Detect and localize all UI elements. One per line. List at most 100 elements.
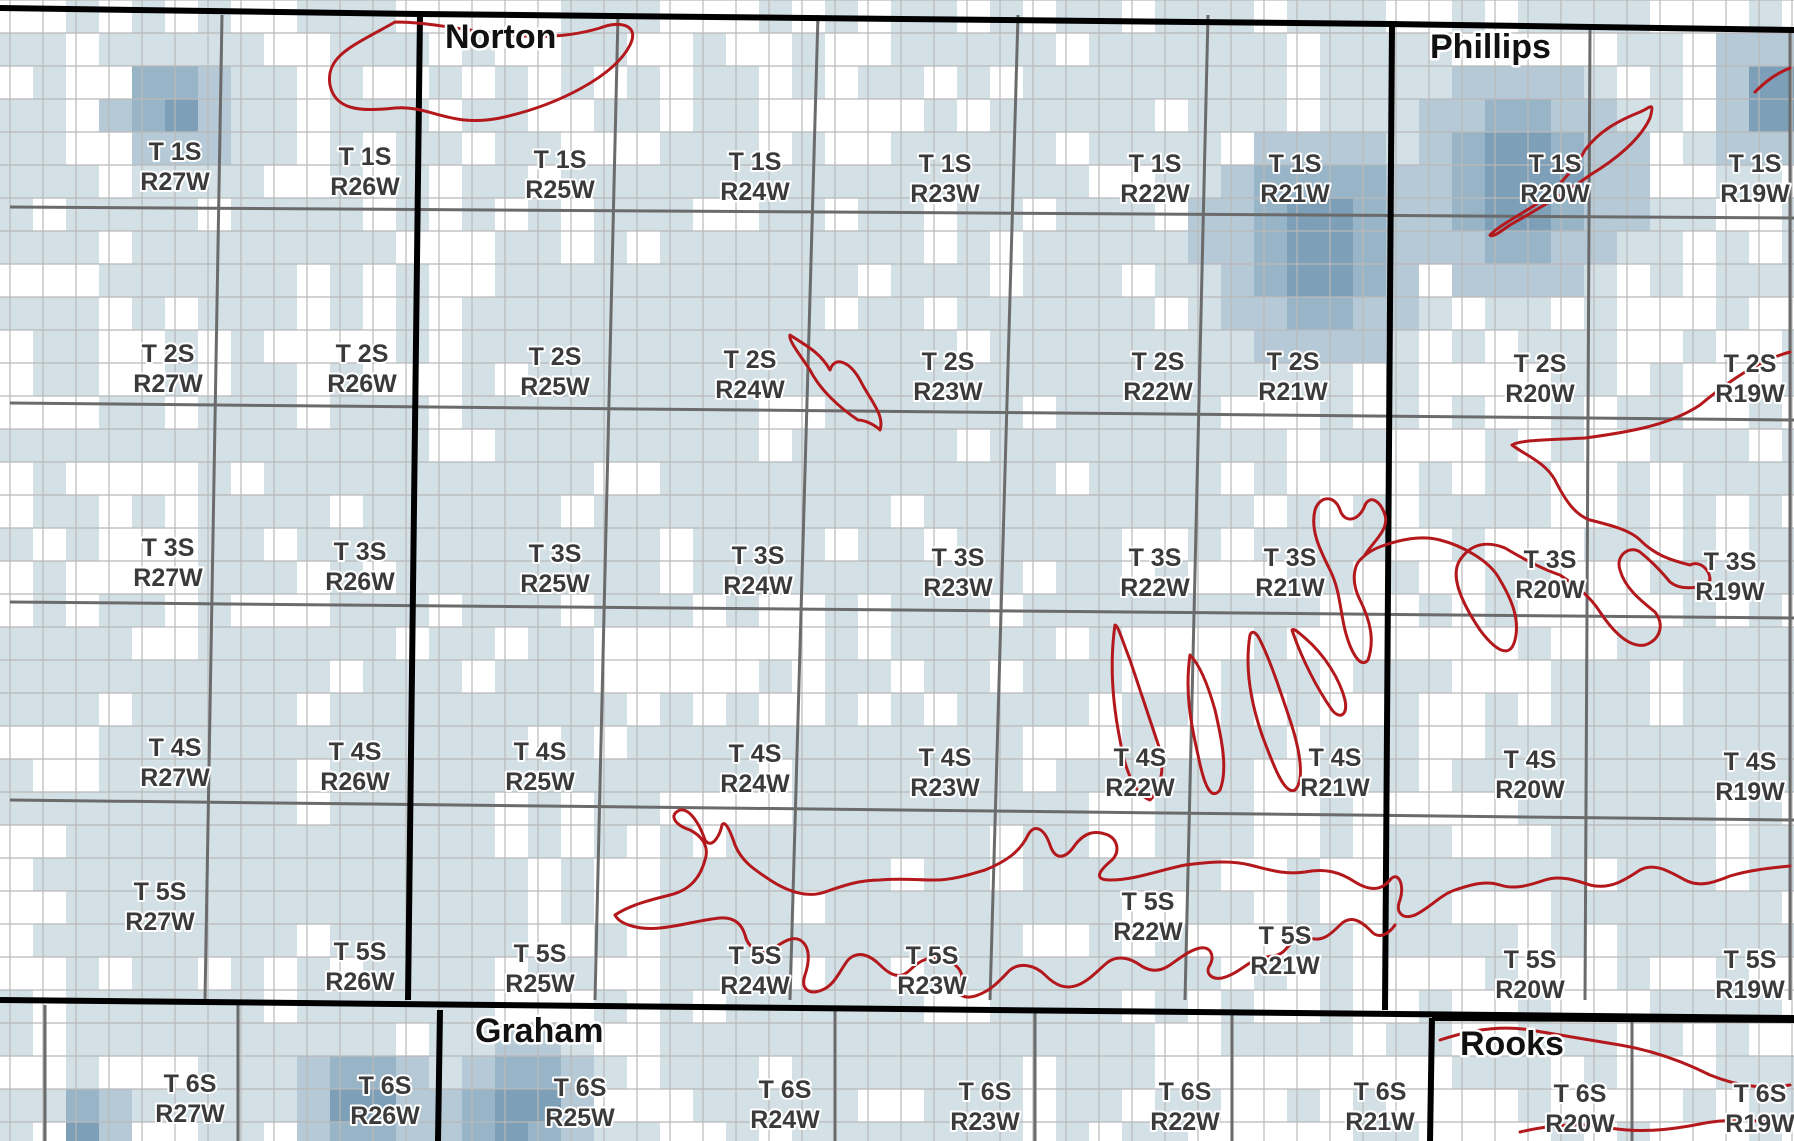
section-cell bbox=[660, 1023, 693, 1056]
section-cell bbox=[891, 693, 924, 726]
section-cell bbox=[825, 825, 858, 858]
contour-line bbox=[1290, 628, 1348, 717]
section-cell bbox=[1056, 264, 1089, 297]
section-cell bbox=[1518, 726, 1551, 759]
section-cell bbox=[1485, 726, 1518, 759]
section-cell bbox=[0, 33, 33, 66]
section-cell bbox=[264, 495, 297, 528]
section-cell bbox=[132, 231, 165, 264]
section-cell bbox=[1650, 198, 1683, 231]
section-cell bbox=[1716, 165, 1749, 198]
township-label: T 3S bbox=[1264, 544, 1317, 572]
section-cell bbox=[1122, 759, 1155, 792]
section-cell bbox=[924, 792, 957, 825]
section-cell bbox=[1122, 726, 1155, 759]
section-cell bbox=[1683, 528, 1716, 561]
section-cell bbox=[1188, 528, 1221, 561]
township-label: T 4S bbox=[1724, 748, 1777, 776]
section-cell bbox=[1749, 825, 1782, 858]
section-cell bbox=[1551, 660, 1584, 693]
section-cell bbox=[1056, 495, 1089, 528]
section-cell bbox=[429, 1122, 462, 1141]
section-cell bbox=[1023, 429, 1056, 462]
section-cell bbox=[1122, 1056, 1155, 1089]
section-cell bbox=[660, 396, 693, 429]
section-cell bbox=[759, 726, 792, 759]
section-cell bbox=[462, 1122, 495, 1141]
section-cell bbox=[1518, 627, 1551, 660]
section-cell bbox=[0, 99, 33, 132]
section-cell bbox=[297, 528, 330, 561]
section-cell bbox=[495, 561, 528, 594]
section-cell bbox=[990, 891, 1023, 924]
section-cell bbox=[660, 264, 693, 297]
range-label: R25W bbox=[525, 176, 595, 204]
township-label: T 6S bbox=[359, 1072, 412, 1100]
section-cell bbox=[1683, 132, 1716, 165]
section-cell bbox=[1122, 462, 1155, 495]
section-cell bbox=[1353, 99, 1386, 132]
section-cell bbox=[792, 33, 825, 66]
section-cell bbox=[330, 462, 363, 495]
section-cell bbox=[429, 792, 462, 825]
section-cell bbox=[1386, 693, 1419, 726]
section-cell bbox=[132, 693, 165, 726]
section-cell bbox=[1188, 1089, 1221, 1122]
section-cell bbox=[330, 825, 363, 858]
section-cell bbox=[1749, 627, 1782, 660]
section-cell bbox=[33, 594, 66, 627]
section-cell bbox=[198, 792, 231, 825]
section-cell bbox=[528, 1056, 561, 1089]
section-cell bbox=[1650, 66, 1683, 99]
section-cell bbox=[66, 198, 99, 231]
section-cell bbox=[858, 759, 891, 792]
section-cell bbox=[1221, 0, 1254, 33]
section-cell bbox=[1419, 495, 1452, 528]
section-cell bbox=[165, 891, 198, 924]
section-cell bbox=[1551, 924, 1584, 957]
section-cell bbox=[165, 957, 198, 990]
section-cell bbox=[726, 99, 759, 132]
section-cell bbox=[1056, 363, 1089, 396]
contour-line bbox=[1186, 653, 1226, 796]
section-cell bbox=[99, 924, 132, 957]
section-cell bbox=[1353, 1122, 1386, 1141]
section-cell bbox=[792, 858, 825, 891]
section-cell bbox=[1056, 66, 1089, 99]
section-cell bbox=[0, 627, 33, 660]
section-cell bbox=[990, 726, 1023, 759]
section-cell bbox=[924, 924, 957, 957]
section-cell bbox=[1716, 693, 1749, 726]
section-cell bbox=[528, 462, 561, 495]
section-cell bbox=[561, 891, 594, 924]
section-cell bbox=[693, 132, 726, 165]
section-cell bbox=[1749, 165, 1782, 198]
section-cell bbox=[693, 99, 726, 132]
section-cell bbox=[792, 561, 825, 594]
section-cell bbox=[1617, 957, 1650, 990]
section-cell bbox=[1452, 99, 1485, 132]
section-cell bbox=[561, 627, 594, 660]
section-cell bbox=[1221, 693, 1254, 726]
section-cell bbox=[1320, 1023, 1353, 1056]
section-cell bbox=[1287, 561, 1320, 594]
section-cell bbox=[891, 264, 924, 297]
section-cell bbox=[33, 33, 66, 66]
section-cell bbox=[990, 1089, 1023, 1122]
section-cell bbox=[891, 924, 924, 957]
section-cell bbox=[363, 1056, 396, 1089]
range-label: R27W bbox=[140, 764, 210, 792]
section-cell bbox=[66, 660, 99, 693]
section-cell bbox=[363, 33, 396, 66]
section-cell bbox=[462, 363, 495, 396]
section-cell bbox=[1320, 33, 1353, 66]
section-cell bbox=[1056, 528, 1089, 561]
section-cell bbox=[231, 198, 264, 231]
section-cell bbox=[1716, 33, 1749, 66]
section-cell bbox=[825, 759, 858, 792]
section-cell bbox=[1320, 792, 1353, 825]
section-cell bbox=[363, 957, 396, 990]
section-cell bbox=[1155, 957, 1188, 990]
section-cell bbox=[1551, 891, 1584, 924]
section-cell bbox=[528, 264, 561, 297]
